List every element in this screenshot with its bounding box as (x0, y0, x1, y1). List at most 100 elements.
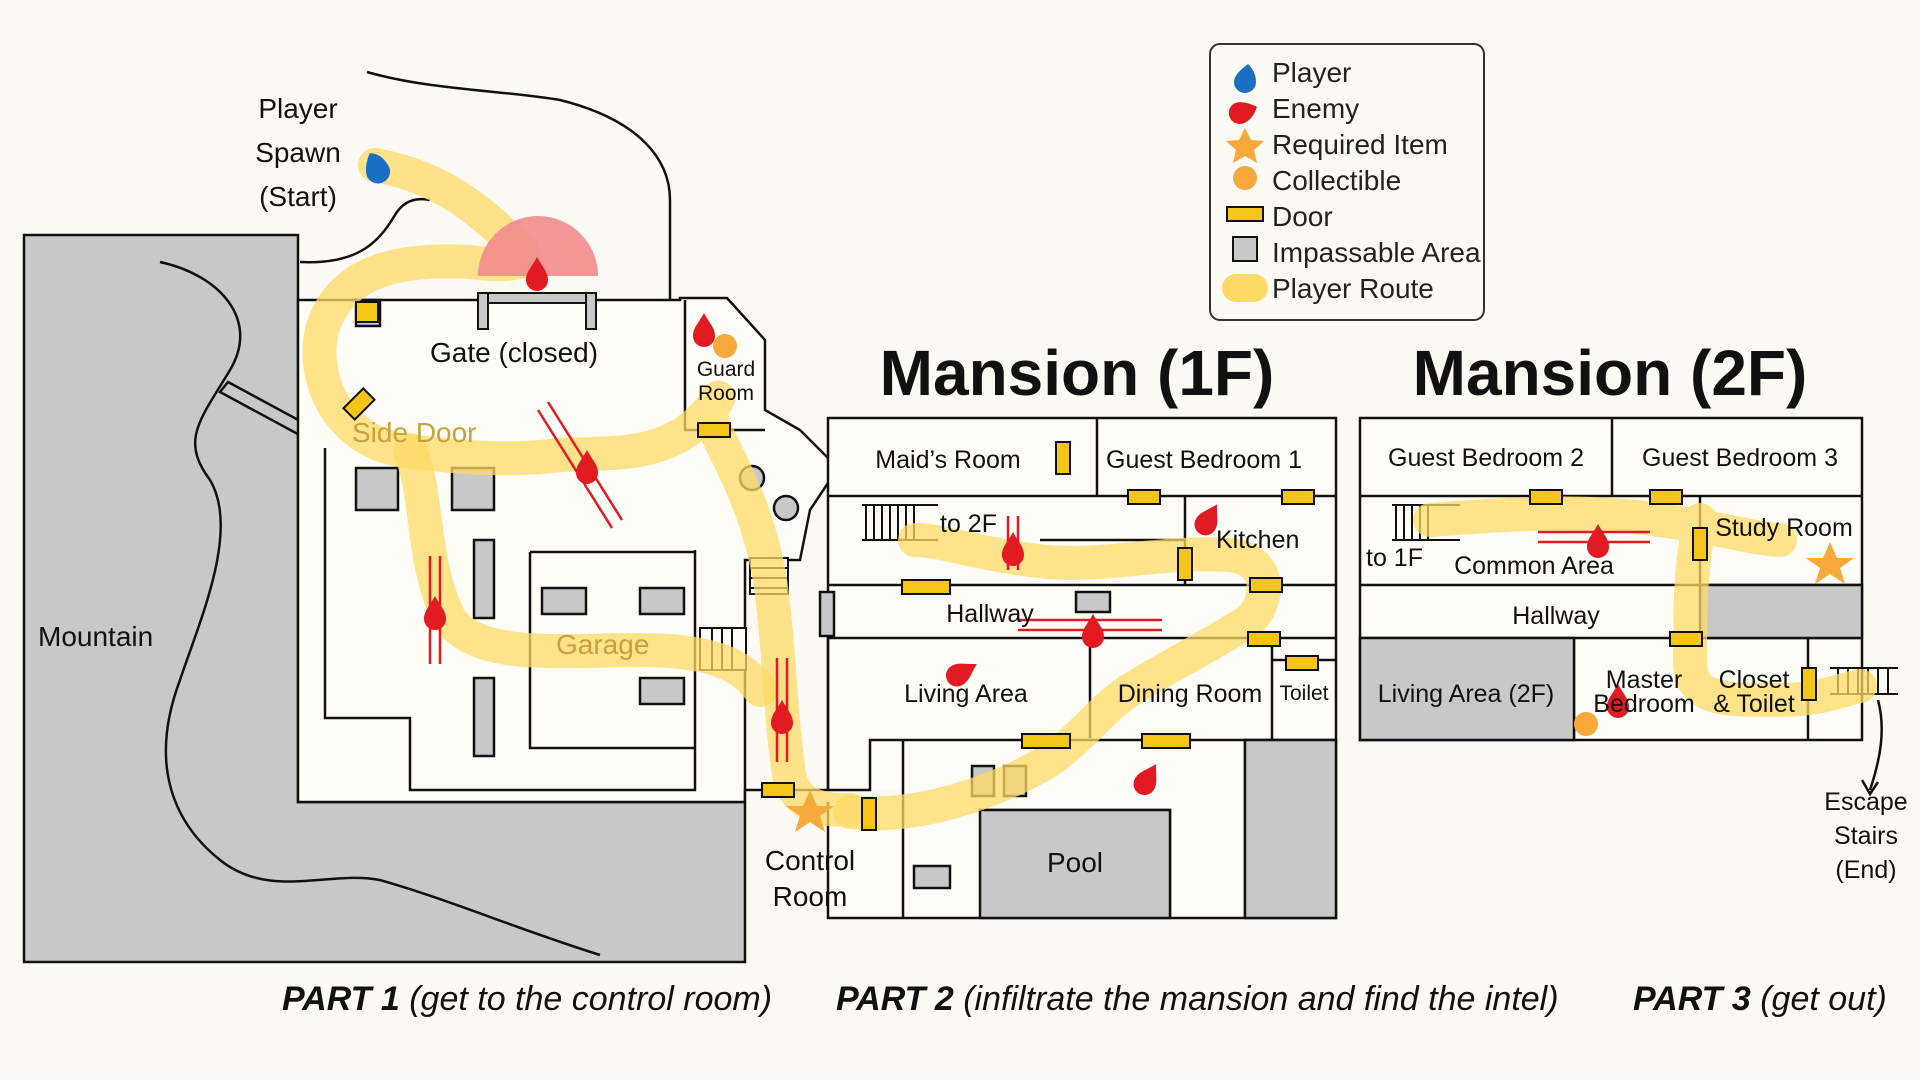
hallway-2f-label: Hallway (1512, 602, 1600, 630)
required-item-star[interactable] (786, 790, 834, 832)
player-marker (365, 153, 390, 184)
gate-post-left (477, 292, 489, 330)
compound-inner-wall (323, 448, 697, 792)
legend-enemy-icon (1228, 102, 1257, 124)
gate-barrier (477, 292, 597, 304)
svg-text:Room: Room (773, 881, 848, 912)
door-mansion-entrance[interactable] (861, 797, 877, 831)
guest-bedroom-3-label: Guest Bedroom 3 (1642, 444, 1838, 472)
garage-wall (528, 550, 695, 750)
impassable-block-2f (1698, 583, 1864, 640)
barrel (772, 494, 800, 522)
required-item-star[interactable] (1806, 542, 1854, 584)
toilet-label: Toilet (1279, 682, 1328, 705)
spawn-label: Player Spawn (Start) (255, 93, 341, 212)
legend-label: Door (1272, 201, 1333, 232)
dining-room-label: Dining Room (1118, 680, 1263, 708)
enemy-marker (693, 313, 715, 347)
enemy-marker (771, 700, 793, 734)
door-guard-room[interactable] (697, 422, 731, 438)
enemy-marker (1587, 524, 1609, 558)
svg-text:Control: Control (765, 845, 855, 876)
gate-label: Gate (closed) (430, 337, 598, 368)
svg-text:Player: Player (258, 93, 337, 124)
legend-player-icon (1234, 64, 1256, 93)
enemy-marker (945, 663, 977, 687)
pool-label: Pool (1047, 847, 1103, 878)
escape-arrowhead (1860, 779, 1880, 797)
door-dining[interactable] (1247, 631, 1281, 647)
door-master-bedroom[interactable] (1669, 631, 1703, 647)
part-1-caption: PART 1 (get to the control room) (282, 980, 772, 1018)
enemy-marker (1002, 532, 1024, 566)
svg-text:& Toilet: & Toilet (1713, 690, 1795, 718)
door-maids-room[interactable] (1055, 441, 1071, 475)
mountain-contour (159, 260, 601, 957)
crate (638, 676, 686, 706)
side-door-label: Side Door (352, 417, 477, 448)
door-kitchen[interactable] (1177, 547, 1193, 581)
gate-post-right (585, 292, 597, 330)
legend-label: Player Route (1272, 273, 1434, 304)
door-guest-bedroom-1b[interactable] (1281, 489, 1315, 505)
enemy-marker (1082, 614, 1104, 648)
legend-door-icon (1226, 206, 1264, 222)
legend: Player Enemy Required Item Collectible D… (1209, 43, 1485, 321)
svg-text:Closet: Closet (1719, 666, 1790, 694)
door-hallway-west[interactable] (901, 579, 951, 595)
crate (638, 586, 686, 616)
crate (912, 864, 952, 890)
control-room-wall (743, 738, 903, 802)
to-1f-label: to 1F (1366, 544, 1423, 572)
impassable-block-1f (1243, 738, 1338, 920)
terrain-ridge (366, 70, 672, 300)
maids-room-label: Maid’s Room (875, 446, 1020, 474)
door-study-room[interactable] (1692, 527, 1708, 561)
door-guest-bedroom-2[interactable] (1529, 489, 1563, 505)
alarm-zone (478, 216, 598, 276)
door-side[interactable] (342, 387, 376, 421)
enemy-marker (1133, 764, 1157, 796)
legend-impassable-icon (1232, 236, 1258, 262)
closet-toilet-label: Closet & Toilet (1713, 666, 1795, 718)
enemy-marker (526, 257, 548, 291)
legend-label: Impassable Area (1272, 237, 1481, 268)
door-guest-bedroom-1[interactable] (1127, 489, 1161, 505)
crate (354, 466, 400, 512)
door-kitchen-east[interactable] (1249, 577, 1283, 593)
enemy-marker (424, 596, 446, 630)
kitchen-label: Kitchen (1216, 526, 1299, 554)
to-2f-label: to 2F (940, 510, 997, 538)
living-area-2f-block (1358, 636, 1576, 742)
mountain-label: Mountain (38, 621, 153, 652)
door-guest-bedroom-3[interactable] (1649, 489, 1683, 505)
enemy-marker (576, 450, 598, 484)
collectible[interactable] (713, 334, 737, 358)
legend-label: Enemy (1272, 93, 1359, 124)
door-living-south[interactable] (1021, 733, 1071, 749)
door-gate-left[interactable] (355, 301, 379, 323)
pool (978, 808, 1172, 920)
enemy-marker (1607, 684, 1629, 718)
pillar (472, 676, 496, 758)
living-area-2f-label: Living Area (2F) (1378, 680, 1554, 708)
door-closet-toilet[interactable] (1801, 667, 1817, 701)
part-2-caption: PART 2 (infiltrate the mansion and find … (836, 980, 1559, 1018)
guard-room-label: Guard Room (697, 358, 755, 405)
master-bedroom-label: Master Bedroom (1593, 666, 1694, 718)
legend-label: Collectible (1272, 165, 1401, 196)
crate (540, 586, 588, 616)
door-toilet[interactable] (1285, 655, 1319, 671)
svg-text:(End): (End) (1835, 856, 1896, 884)
garage-label: Garage (556, 629, 649, 660)
svg-text:Stairs: Stairs (1834, 822, 1898, 850)
svg-text:Bedroom: Bedroom (1593, 690, 1694, 718)
door-dining-south[interactable] (1141, 733, 1191, 749)
guest-bedroom-2-label: Guest Bedroom 2 (1388, 444, 1584, 472)
control-room-label: Control Room (765, 845, 855, 912)
mansion-2f-title: Mansion (2F) (1413, 337, 1808, 409)
door-control-room[interactable] (761, 782, 795, 798)
study-room-label: Study Room (1715, 514, 1853, 542)
collectible[interactable] (1574, 712, 1598, 736)
